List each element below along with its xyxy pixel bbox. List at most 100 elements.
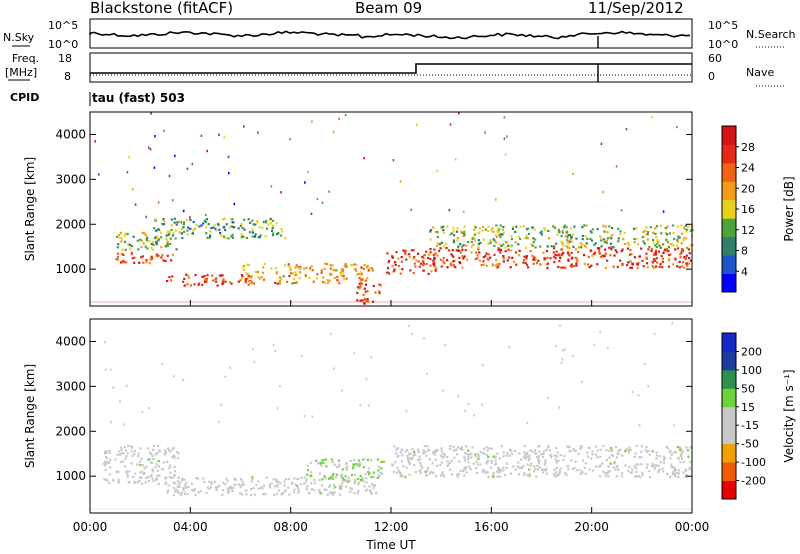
panel-0-band-7-cell (476, 257, 479, 260)
panel-1-band-0-cell (165, 481, 168, 484)
panel-0-band-8-cell (589, 237, 592, 240)
panel-0-band-7-cell (507, 248, 510, 251)
panel-0-band-6-cell (422, 264, 425, 267)
panel-1-band-3-cell (640, 456, 643, 459)
panel-0-colorbar-segment (722, 218, 736, 238)
panel-0-band-2-cell (231, 218, 234, 221)
panel-0-band-2-cell (281, 230, 284, 233)
panel-0-band-2-cell (209, 230, 212, 233)
panel-1-band-3-cell (592, 469, 595, 472)
panel-0-band-8-cell (611, 226, 614, 230)
panel-0-band-6-cell (416, 252, 420, 255)
panel-1-scatter-cell (473, 414, 475, 417)
panel-1-band-3-cell (533, 465, 536, 468)
panel-1-band-3-cell (528, 457, 531, 460)
panel-0-band-2-cell (243, 218, 246, 221)
panel-0-band-2-cell (200, 224, 203, 227)
panel-1-band-0-cell (134, 472, 137, 475)
panel-1-band-0-cell (158, 450, 161, 453)
panel-0-band-8-cell (564, 234, 567, 238)
panel-1-band-3-cell (396, 466, 399, 469)
panel-1-band-3-cell (445, 456, 449, 459)
panel-0-band-2-cell (178, 220, 181, 223)
panel-0-band-5-cell (361, 299, 364, 302)
panel-1-colorbar-segment (722, 351, 736, 371)
panel-0-band-7-cell (661, 266, 664, 269)
panel-0-band-1-cell (137, 248, 140, 251)
panel-0-band-8-cell (429, 230, 432, 233)
panel-0-band-8-cell (510, 238, 513, 241)
panel-1-band-3-cell (440, 474, 443, 477)
panel-0-band-7-cell (591, 254, 594, 257)
panel-1-band-3-cell (641, 474, 644, 477)
panel-1-band-1-cell (179, 494, 182, 497)
panel-1-band-1-cell (179, 481, 182, 484)
panel-1-band-0-cell (157, 482, 160, 486)
panel-1-scatter-cell (300, 354, 303, 357)
panel-1-band-3-cell (392, 470, 395, 474)
panel-0-band-1-cell (144, 245, 147, 248)
panel-0-band-8-cell (646, 238, 650, 241)
panel-0-band-4-cell (284, 264, 287, 267)
panel-1-band-3-cell (470, 452, 473, 456)
panel-0-scatter-cell (410, 208, 413, 211)
panel-1-band-1-cell (323, 488, 326, 491)
panel-1-band-0-cell (138, 479, 141, 483)
panel-0-band-8-cell (606, 231, 609, 234)
panel-0-band-6-cell (433, 253, 436, 256)
panel-1-band-0-cell (164, 452, 167, 456)
panel-1-band-2-cell (356, 477, 360, 481)
panel-1-band-3-cell (422, 449, 425, 452)
panel-0-band-4-cell (244, 277, 247, 281)
panel-0-scatter-cell (289, 138, 291, 141)
panel-1-ylabel: Slant Range [km] (23, 364, 37, 468)
panel-0-band-8-cell (612, 246, 615, 249)
panel-1-band-0-cell (172, 446, 175, 450)
panel-0-band-8-cell (609, 236, 612, 239)
panel-0-band-1-cell (150, 246, 153, 249)
panel-1-band-1-cell (182, 489, 185, 492)
panel-0-scatter-cell (338, 117, 340, 121)
panel-1-scatter-cell (112, 386, 114, 389)
panel-0-band-2-cell (186, 229, 189, 232)
panel-1-band-3-cell (590, 457, 593, 460)
panel-1-band-3-cell (611, 454, 614, 457)
panel-0-band-8-cell (594, 242, 597, 245)
panel-0-band-3-cell (222, 278, 225, 281)
panel-1-band-1-cell (349, 486, 352, 490)
panel-1-band-3-cell (538, 466, 541, 469)
panel-0-band-8-cell (515, 225, 518, 228)
panel-0-band-2-cell (205, 226, 208, 229)
panel-1-band-3-cell (674, 469, 677, 472)
panel-0-band-7-cell (662, 252, 665, 255)
panel-0-band-3-cell (220, 274, 223, 277)
panel-1-band-3-cell (550, 456, 553, 459)
panel-1-band-1-cell (310, 488, 314, 491)
panel-0-band-7-cell (461, 248, 464, 251)
panel-1-band-3-cell (494, 455, 497, 458)
panel-1-band-1-cell (177, 491, 180, 494)
panel-1-scatter-cell (125, 384, 128, 387)
panel-1-band-3-cell (408, 462, 411, 465)
panel-0-band-2-cell (163, 220, 166, 223)
panel-1-band-2-cell (346, 468, 349, 471)
panel-0-scatter-cell (462, 210, 465, 213)
panel-0-band-8-cell (452, 230, 455, 233)
panel-1-band-1-cell (313, 488, 316, 492)
panel-0-band-7-cell (658, 265, 661, 268)
panel-1-band-1-cell (276, 483, 279, 487)
panel-0-band-4-cell (354, 268, 357, 271)
panel-1-scatter-cell (276, 407, 279, 410)
panel-0-band-4-cell (336, 278, 339, 282)
panel-1-band-0-cell (157, 460, 160, 463)
panel-0-band-7-cell (543, 257, 546, 260)
panel-1-band-3-cell (543, 463, 546, 466)
panel-1-band-1-cell (290, 482, 293, 485)
panel-1-scatter-cell (555, 345, 558, 348)
panel-0-band-8-cell (487, 225, 490, 228)
panel-0-band-6-cell (427, 253, 431, 256)
panel-0-scatter-cell (227, 155, 230, 159)
panel-0-band-8-cell (655, 236, 658, 239)
panel-1-band-3-cell (534, 452, 538, 455)
panel-1-band-3-cell (432, 451, 435, 454)
